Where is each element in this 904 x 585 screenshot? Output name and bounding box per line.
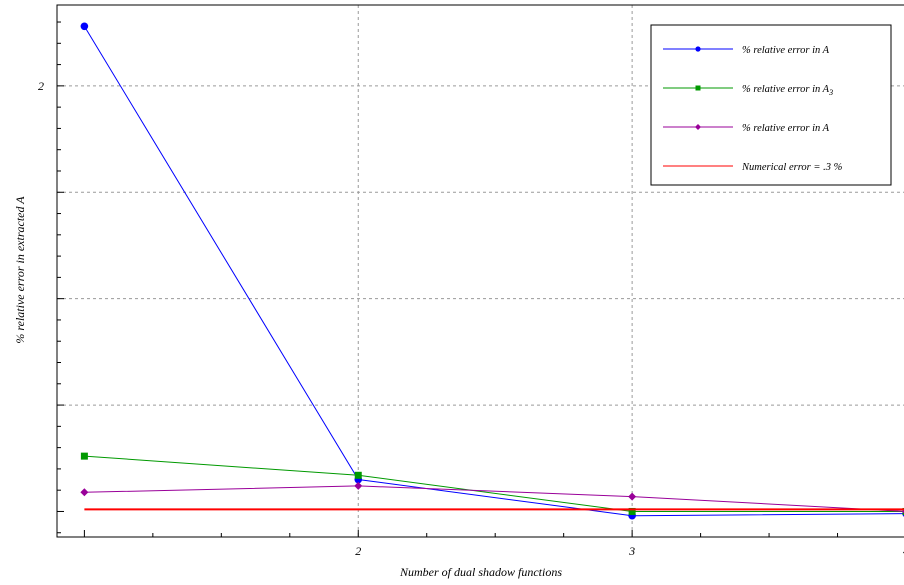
data-point [628, 492, 637, 501]
legend: % relative error in A % relative error in… [650, 24, 892, 186]
series-line [83, 26, 904, 517]
legend-box [650, 24, 892, 186]
data-point [354, 481, 363, 490]
gridlines [57, 5, 904, 537]
legend-marker [695, 46, 701, 52]
legend-entry: % relative error in A3 [663, 84, 833, 97]
legend-label: % relative error in A [742, 123, 830, 134]
legend-entry: % relative error in A [663, 123, 830, 134]
series-line [84, 485, 904, 512]
x-axis-label: Number of dual shadow functions [399, 565, 562, 579]
axis-ticks: 2342 [38, 21, 904, 558]
data-point [80, 452, 88, 460]
series-2 [80, 452, 904, 515]
data-point [80, 488, 89, 497]
series-line [84, 455, 904, 512]
legend-entry: Numerical error = .3 % [663, 162, 843, 173]
legend-label: % relative error in A3 [742, 84, 833, 97]
legend-label: Numerical error = .3 % [741, 162, 843, 173]
series-3 [80, 481, 904, 514]
series-lines [80, 22, 904, 520]
x-tick-label: 2 [355, 544, 361, 558]
y-axis-label: % relative error in extracted A [13, 196, 27, 344]
legend-marker [695, 124, 701, 130]
legend-marker [695, 85, 701, 91]
data-point [628, 507, 636, 515]
data-point [354, 471, 362, 479]
data-point [80, 22, 89, 31]
plot-frame [56, 4, 904, 538]
legend-entry: % relative error in A [663, 45, 830, 56]
x-tick-label: 3 [628, 544, 635, 558]
legend-label: % relative error in A [742, 45, 830, 56]
y-tick-label: 2 [38, 79, 44, 93]
